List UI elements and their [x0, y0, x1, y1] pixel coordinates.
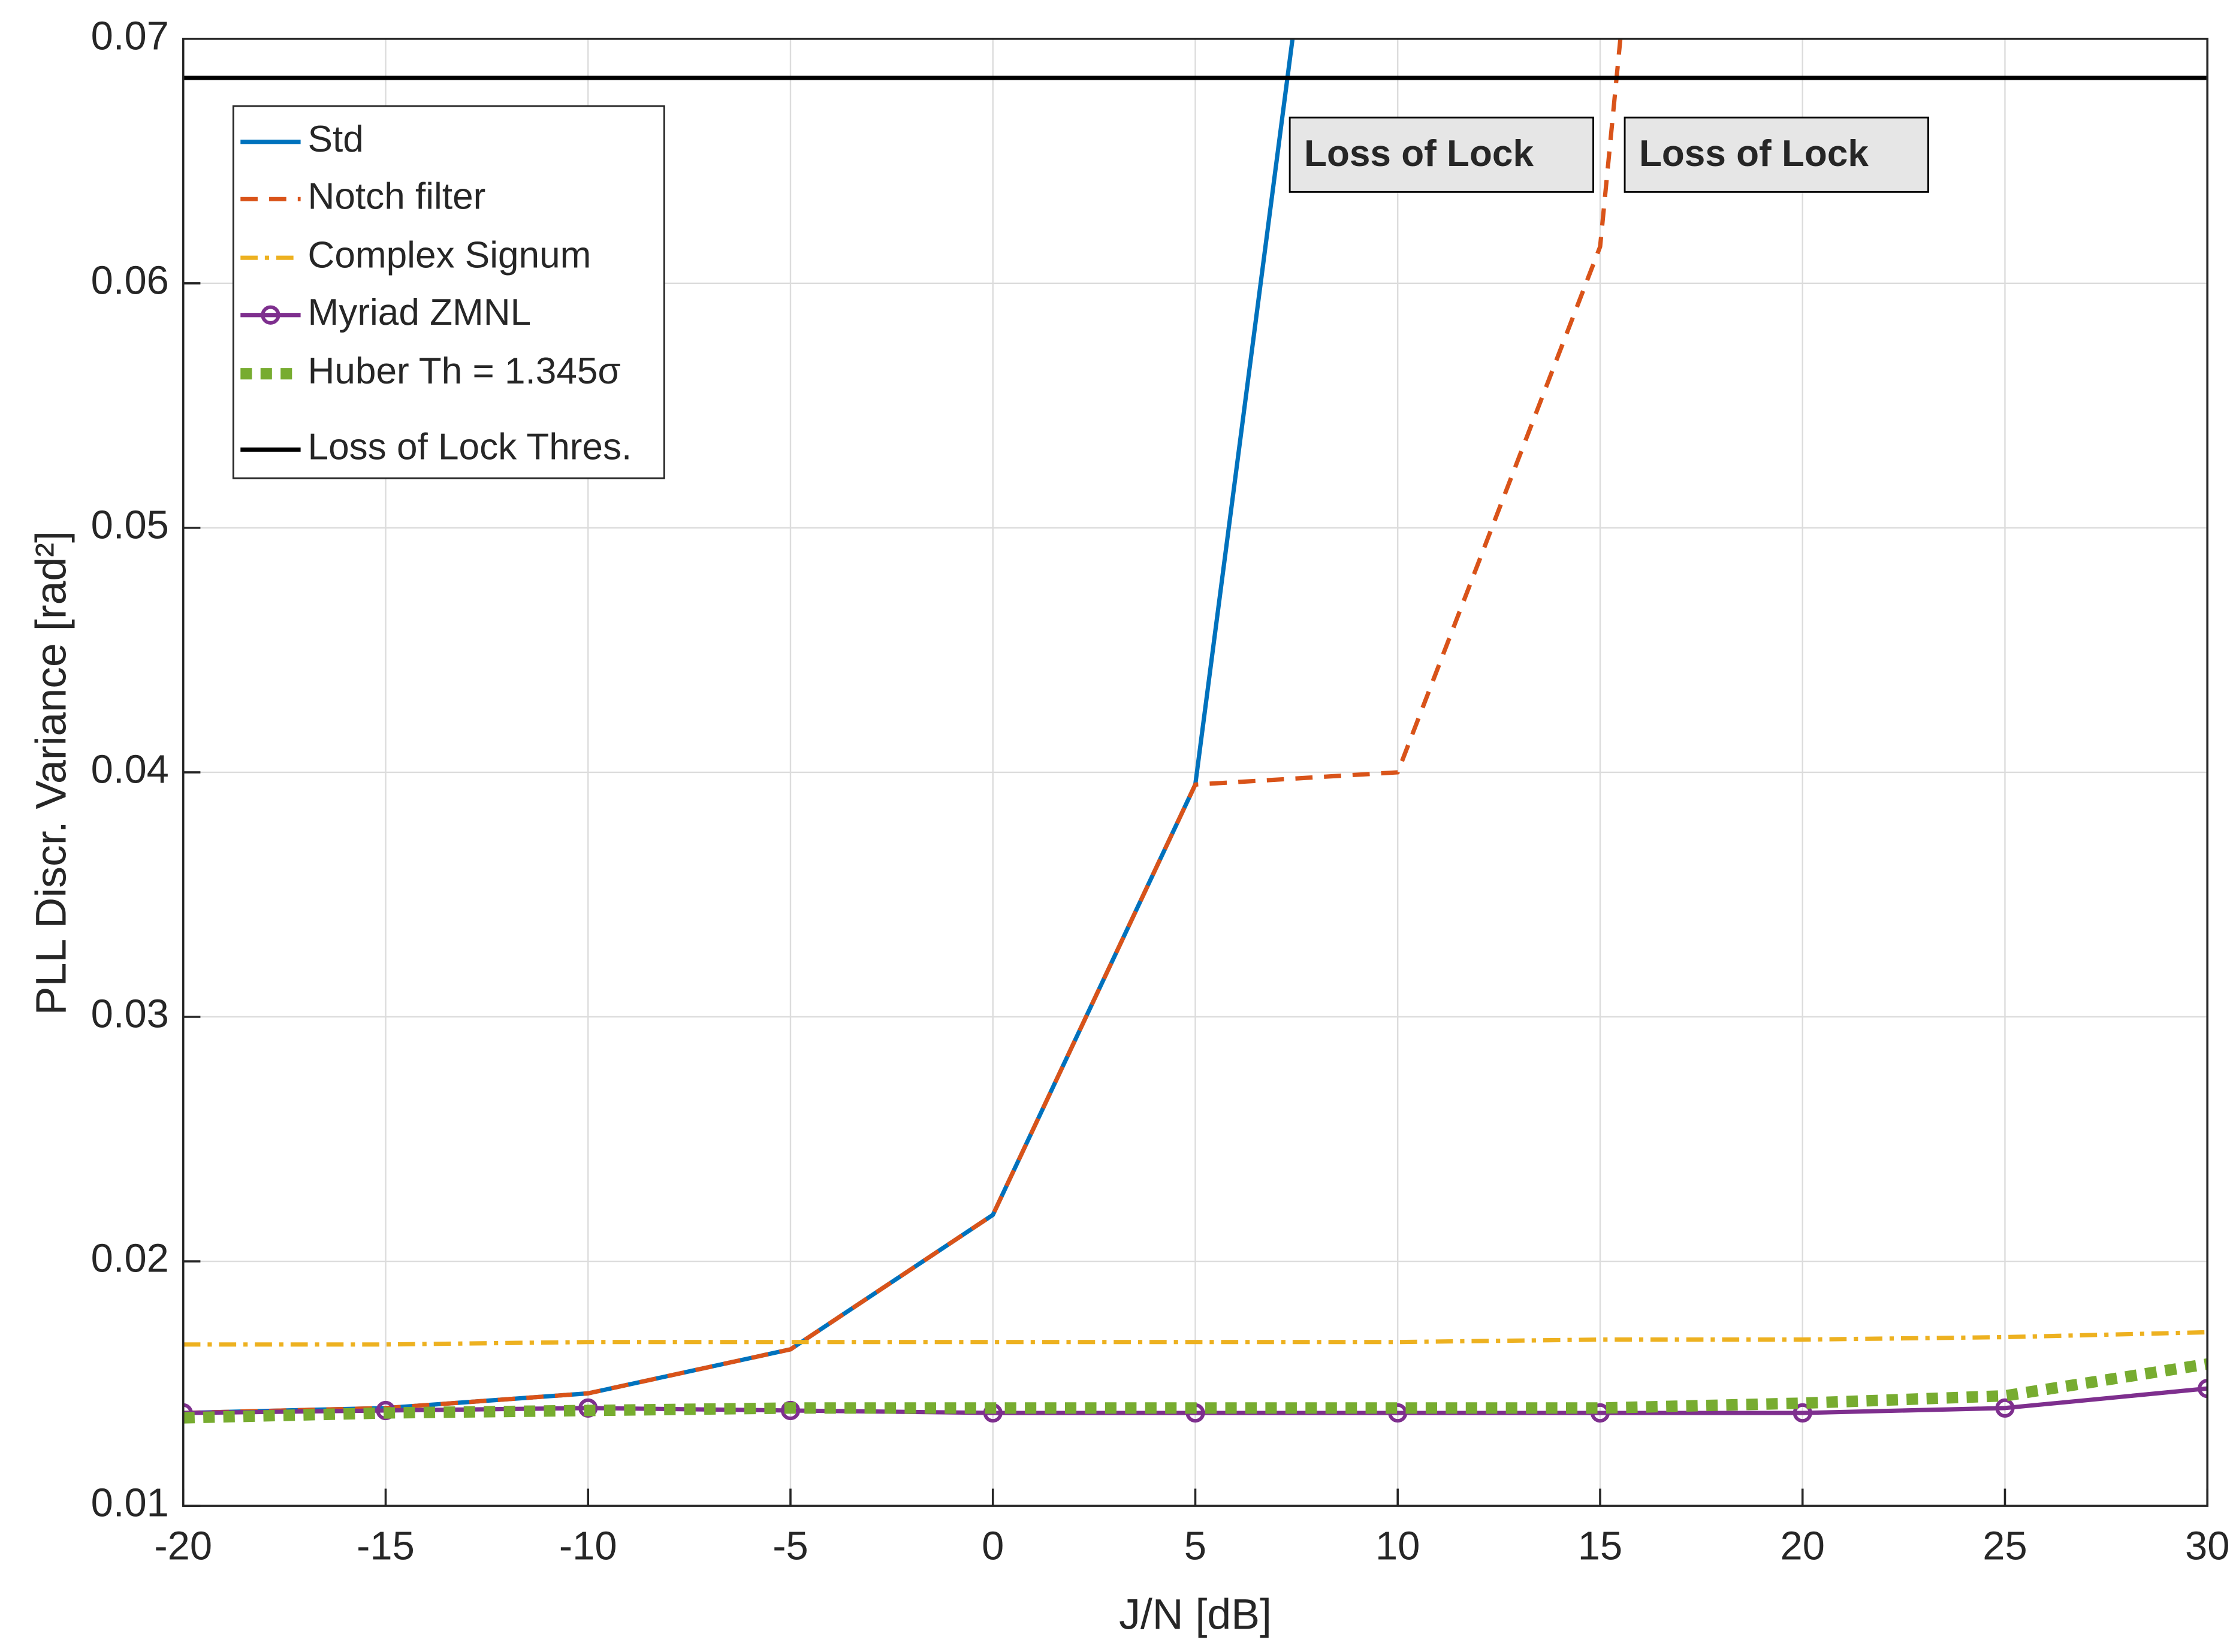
legend-label: Loss of Lock Thres.	[308, 427, 632, 468]
x-tick-label: 10	[1375, 1523, 1420, 1568]
legend-label: Myriad ZMNL	[308, 292, 532, 333]
series-marker	[1793, 1403, 1812, 1423]
annotation-text: Loss of Lock	[1639, 133, 1869, 174]
annotation-box	[1624, 116, 1929, 193]
annotation-text: Loss of Lock	[1304, 133, 1534, 174]
y-tick-label: 0.02	[91, 1236, 169, 1281]
plot-area	[183, 38, 2208, 1424]
x-tick-label: 5	[1184, 1523, 1206, 1568]
legend-label: Notch filter	[308, 176, 486, 218]
series-line	[183, 1330, 2208, 1347]
legend-label: Huber Th = 1.345σ	[308, 351, 621, 392]
x-tick-label: 30	[2185, 1523, 2229, 1568]
series-line	[183, 38, 1623, 1415]
series-marker	[1995, 1398, 2015, 1418]
legend-label: Std	[308, 119, 364, 160]
x-tick-label: -5	[773, 1523, 808, 1568]
x-tick-label: 0	[982, 1523, 1004, 1568]
x-tick-label: 20	[1781, 1523, 1825, 1568]
x-tick-label: -20	[154, 1523, 212, 1568]
annotations: Loss of Lock Loss of Lock	[1289, 116, 1929, 193]
y-tick-label: 0.07	[91, 13, 169, 58]
x-tick-label: 15	[1578, 1523, 1622, 1568]
y-tick-label: 0.01	[91, 1481, 169, 1526]
y-tick-label: 0.06	[91, 258, 169, 303]
x-tick-label: -15	[357, 1523, 415, 1568]
y-tick-label: 0.05	[91, 503, 169, 548]
x-axis-label: J/N [dB]	[1119, 1590, 1272, 1638]
ticks: -20 -15 -10 -5 0 5 10 15 20 25 30 0.01 0.02 0.03 0.04 0…	[91, 13, 2230, 1568]
y-tick-label: 0.04	[91, 747, 169, 792]
legend: Std Notch filter Complex Signum Myriad ZMNL…	[232, 105, 665, 479]
x-tick-label: -10	[559, 1523, 617, 1568]
y-axis-label: PLL Discr. Variance [rad²]	[28, 531, 76, 1015]
legend-marker	[261, 305, 280, 325]
series-line	[183, 1358, 2208, 1424]
legend-box	[232, 105, 665, 479]
annotation-box	[1289, 116, 1594, 193]
x-tick-label: 25	[1982, 1523, 2027, 1568]
legend-label: Complex Signum	[308, 235, 592, 276]
series-marker	[2198, 1379, 2208, 1399]
y-tick-label: 0.03	[91, 992, 169, 1037]
